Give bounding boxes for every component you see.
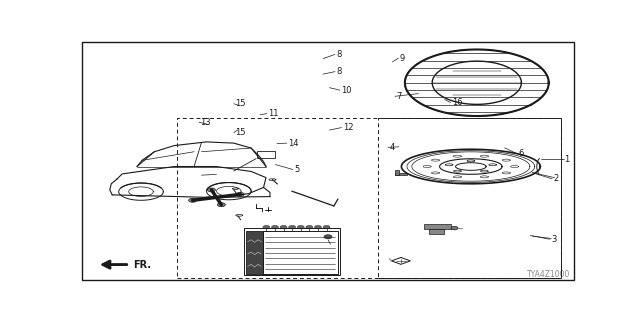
Text: 14: 14	[288, 139, 299, 148]
Circle shape	[314, 225, 321, 229]
Bar	[244, 228, 340, 275]
Circle shape	[236, 192, 244, 196]
Text: 7: 7	[396, 92, 402, 101]
Circle shape	[289, 225, 296, 229]
Bar	[177, 118, 561, 278]
Circle shape	[263, 225, 270, 229]
Text: 4: 4	[390, 143, 395, 152]
Text: 15: 15	[236, 99, 246, 108]
Bar	[424, 224, 451, 229]
Text: 11: 11	[269, 109, 279, 118]
Circle shape	[218, 203, 225, 207]
Text: 12: 12	[343, 123, 353, 132]
Circle shape	[451, 227, 458, 230]
Bar	[378, 118, 561, 278]
Circle shape	[189, 198, 196, 202]
Text: 5: 5	[294, 165, 300, 174]
Text: FR.: FR.	[133, 260, 151, 269]
Circle shape	[280, 225, 287, 229]
Text: 9: 9	[400, 54, 405, 63]
Circle shape	[324, 235, 332, 239]
Text: 10: 10	[341, 86, 352, 95]
Circle shape	[298, 225, 304, 229]
Bar	[246, 231, 262, 274]
Text: 8: 8	[337, 50, 342, 59]
Text: 15: 15	[236, 128, 246, 137]
Circle shape	[271, 225, 278, 229]
Bar	[395, 173, 408, 175]
Bar	[429, 229, 444, 234]
Text: 8: 8	[337, 67, 342, 76]
Text: 13: 13	[200, 118, 211, 127]
Circle shape	[306, 225, 313, 229]
Text: 1: 1	[564, 155, 569, 164]
Circle shape	[323, 225, 330, 229]
Circle shape	[207, 188, 216, 192]
Text: 6: 6	[518, 149, 524, 158]
Bar	[257, 151, 275, 158]
Text: 2: 2	[554, 174, 559, 183]
Text: TYA4Z1000: TYA4Z1000	[527, 270, 570, 279]
Bar	[262, 231, 338, 274]
Text: 3: 3	[551, 235, 557, 244]
Bar	[395, 170, 399, 175]
Text: 16: 16	[452, 98, 463, 107]
